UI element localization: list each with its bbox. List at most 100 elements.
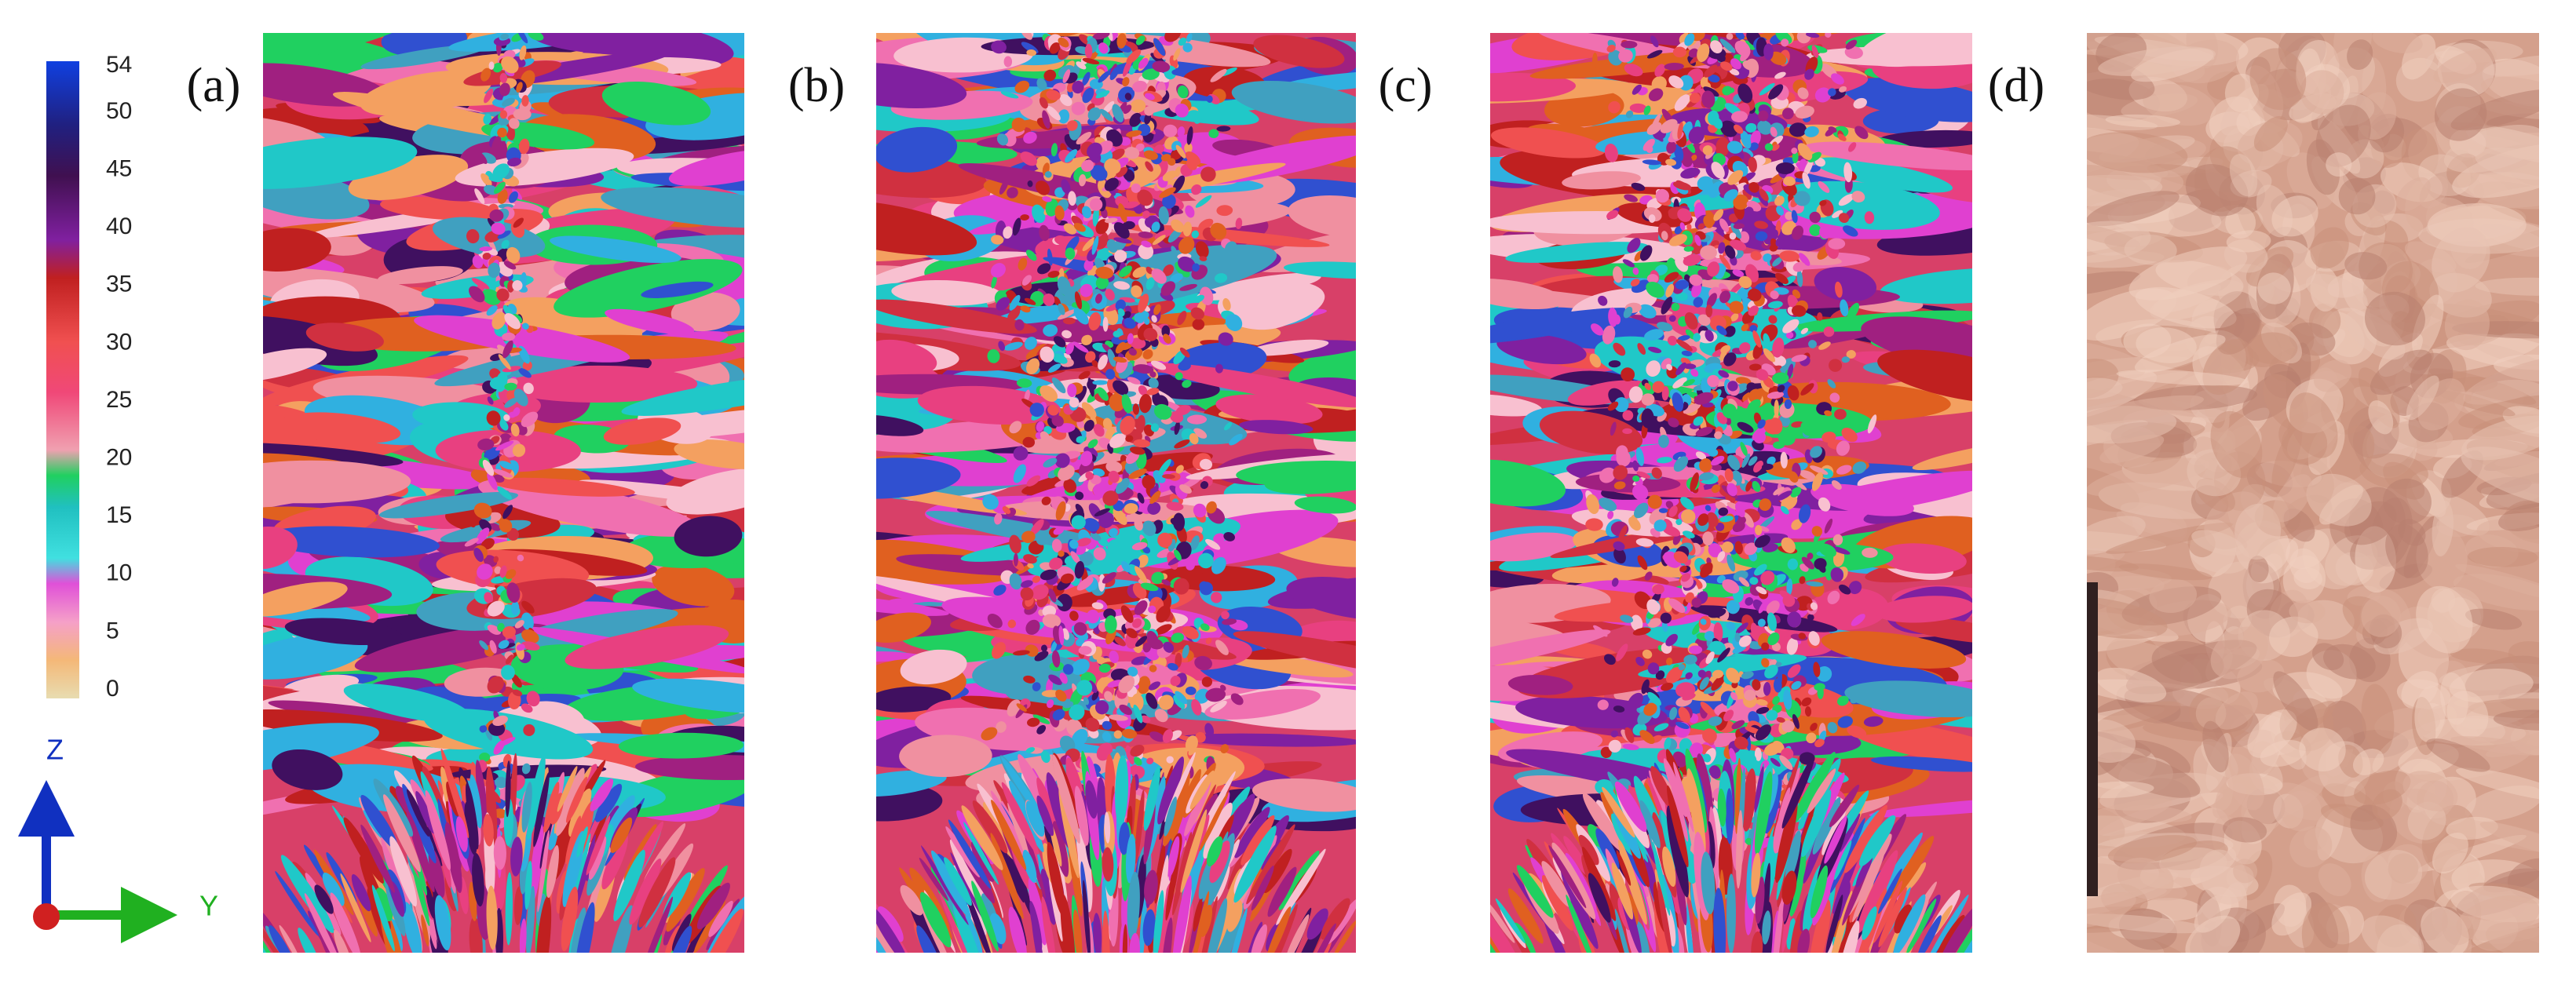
grain — [1091, 359, 1098, 367]
grain — [1048, 588, 1057, 603]
grain — [1001, 782, 1040, 855]
grain — [1685, 592, 1694, 603]
grain — [1014, 80, 1030, 93]
grain — [1081, 334, 1093, 345]
grain — [1050, 640, 1058, 652]
grain — [476, 527, 490, 545]
grain — [1046, 89, 1061, 100]
grain — [1860, 33, 1972, 67]
grain — [1646, 360, 1661, 377]
grain — [378, 266, 463, 284]
grain — [477, 438, 495, 451]
grain — [1193, 428, 1208, 439]
grain — [1490, 279, 1565, 310]
grain — [1672, 534, 1681, 545]
grain — [1152, 363, 1356, 408]
grain — [1780, 451, 1788, 468]
grain — [1856, 277, 1866, 293]
grain — [1774, 678, 1782, 693]
grain — [1652, 584, 1664, 595]
grain — [1039, 97, 1048, 109]
grain — [1129, 447, 1145, 455]
grain — [1216, 205, 1233, 217]
grain — [1240, 815, 1275, 866]
grain — [613, 849, 645, 921]
grain — [495, 776, 508, 789]
grain — [1674, 94, 1690, 111]
grain — [1660, 118, 1678, 133]
grain — [1664, 737, 1672, 750]
grain — [1848, 581, 1862, 595]
grain — [1804, 126, 1819, 137]
grain — [1109, 148, 1125, 161]
grain — [1216, 126, 1231, 132]
grain — [1719, 290, 1731, 304]
grain — [1193, 899, 1203, 932]
grain — [1741, 671, 1754, 680]
grain — [1224, 241, 1237, 256]
grain — [279, 924, 301, 953]
grain — [1158, 695, 1174, 710]
grain — [877, 906, 904, 942]
grain — [1000, 91, 1019, 99]
grain — [1250, 924, 1267, 953]
grain — [1043, 293, 1055, 306]
grain — [1113, 330, 1121, 337]
grain — [1647, 494, 1662, 509]
grain — [464, 538, 479, 547]
grain — [1161, 325, 1171, 337]
grain — [1146, 757, 1154, 764]
grain — [479, 246, 493, 252]
grain — [944, 857, 972, 906]
grain — [1646, 599, 1660, 615]
grain — [505, 760, 511, 818]
grain — [1040, 346, 1054, 363]
grain — [1678, 706, 1690, 724]
grain — [1730, 58, 1741, 70]
grain — [1149, 490, 1161, 505]
grain — [667, 925, 692, 953]
grain — [1122, 924, 1128, 953]
grain — [1632, 267, 1639, 275]
grain — [1133, 204, 1143, 214]
grain — [414, 315, 630, 363]
grain — [990, 790, 1029, 863]
grain — [1120, 415, 1135, 435]
grain — [1679, 738, 1693, 753]
grain — [876, 612, 932, 643]
grain — [1827, 379, 1836, 388]
grain — [501, 56, 519, 74]
grain — [1622, 743, 1639, 750]
grain — [1174, 421, 1180, 436]
grain — [1732, 269, 1745, 277]
grain — [550, 235, 681, 264]
grain — [1629, 103, 1647, 113]
grain — [876, 542, 1013, 585]
grain — [674, 516, 743, 557]
grain — [1662, 525, 1681, 537]
grain — [1668, 315, 1676, 323]
grain — [1768, 315, 1778, 324]
grain — [1138, 293, 1149, 313]
grain — [1624, 727, 1635, 743]
grain — [1173, 578, 1189, 595]
grain — [1055, 501, 1066, 521]
grain — [1507, 674, 1573, 695]
grain — [1599, 467, 1616, 483]
grain — [1705, 304, 1713, 318]
grain — [1657, 322, 1673, 332]
grain — [351, 873, 371, 912]
grain — [1806, 581, 1824, 587]
grain — [1042, 110, 1050, 129]
grain — [1723, 352, 1737, 366]
grain — [1677, 208, 1692, 222]
grain — [1791, 519, 1803, 530]
grain — [1013, 552, 1018, 567]
grain — [987, 613, 1003, 629]
grain — [1851, 191, 1865, 203]
grain — [1036, 795, 1054, 837]
grain — [1749, 325, 1758, 333]
grain — [1490, 629, 1611, 676]
grain — [1757, 419, 1766, 429]
